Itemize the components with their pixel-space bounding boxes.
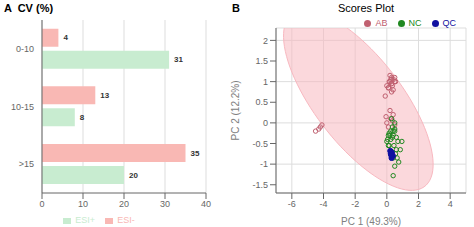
svg-text:20: 20 — [119, 199, 129, 209]
svg-text:10: 10 — [78, 199, 88, 209]
svg-text:-2: -2 — [351, 199, 359, 209]
svg-text:>15: >15 — [19, 159, 34, 169]
html-text:Scores Plot: Scores Plot — [337, 2, 395, 14]
svg-text:-6: -6 — [288, 199, 296, 209]
svg-text:0: 0 — [39, 199, 44, 209]
html-text:AB: AB — [375, 18, 388, 28]
svg-text:-0.5: -0.5 — [252, 139, 268, 149]
svg-text:0.5: 0.5 — [255, 97, 268, 107]
svg-text:PC 2 (12.2%): PC 2 (12.2%) — [230, 80, 241, 140]
svg-text:35: 35 — [191, 149, 200, 158]
html-text:B: B — [232, 2, 240, 14]
svg-text:40: 40 — [201, 199, 211, 209]
svg-text:30: 30 — [160, 199, 170, 209]
svg-text:4: 4 — [448, 199, 453, 209]
html-text:A CV (%): A CV (%) — [4, 2, 54, 14]
svg-text:0-10: 0-10 — [16, 44, 34, 54]
html-text:ESI-: ESI- — [117, 215, 135, 225]
svg-text:1: 1 — [263, 77, 268, 87]
svg-text:13: 13 — [100, 91, 109, 100]
svg-text:31: 31 — [174, 55, 183, 64]
html-text:ESI+: ESI+ — [75, 215, 96, 225]
svg-text:4: 4 — [63, 33, 68, 42]
svg-text:-1.5: -1.5 — [252, 180, 268, 190]
svg-text:10-15: 10-15 — [11, 102, 34, 112]
svg-text:-1: -1 — [260, 159, 268, 169]
svg-text:2: 2 — [263, 36, 268, 46]
svg-text:-4: -4 — [319, 199, 327, 209]
svg-text:2: 2 — [416, 199, 421, 209]
svg-text:0: 0 — [384, 199, 389, 209]
html-text:QC: QC — [442, 18, 456, 28]
svg-text:PC 1 (49.3%): PC 1 (49.3%) — [341, 216, 401, 227]
svg-text:8: 8 — [80, 113, 85, 122]
svg-text:20: 20 — [129, 171, 138, 180]
html-text:NC: NC — [408, 18, 422, 28]
svg-text:1.5: 1.5 — [255, 56, 268, 66]
svg-text:0: 0 — [263, 118, 268, 128]
